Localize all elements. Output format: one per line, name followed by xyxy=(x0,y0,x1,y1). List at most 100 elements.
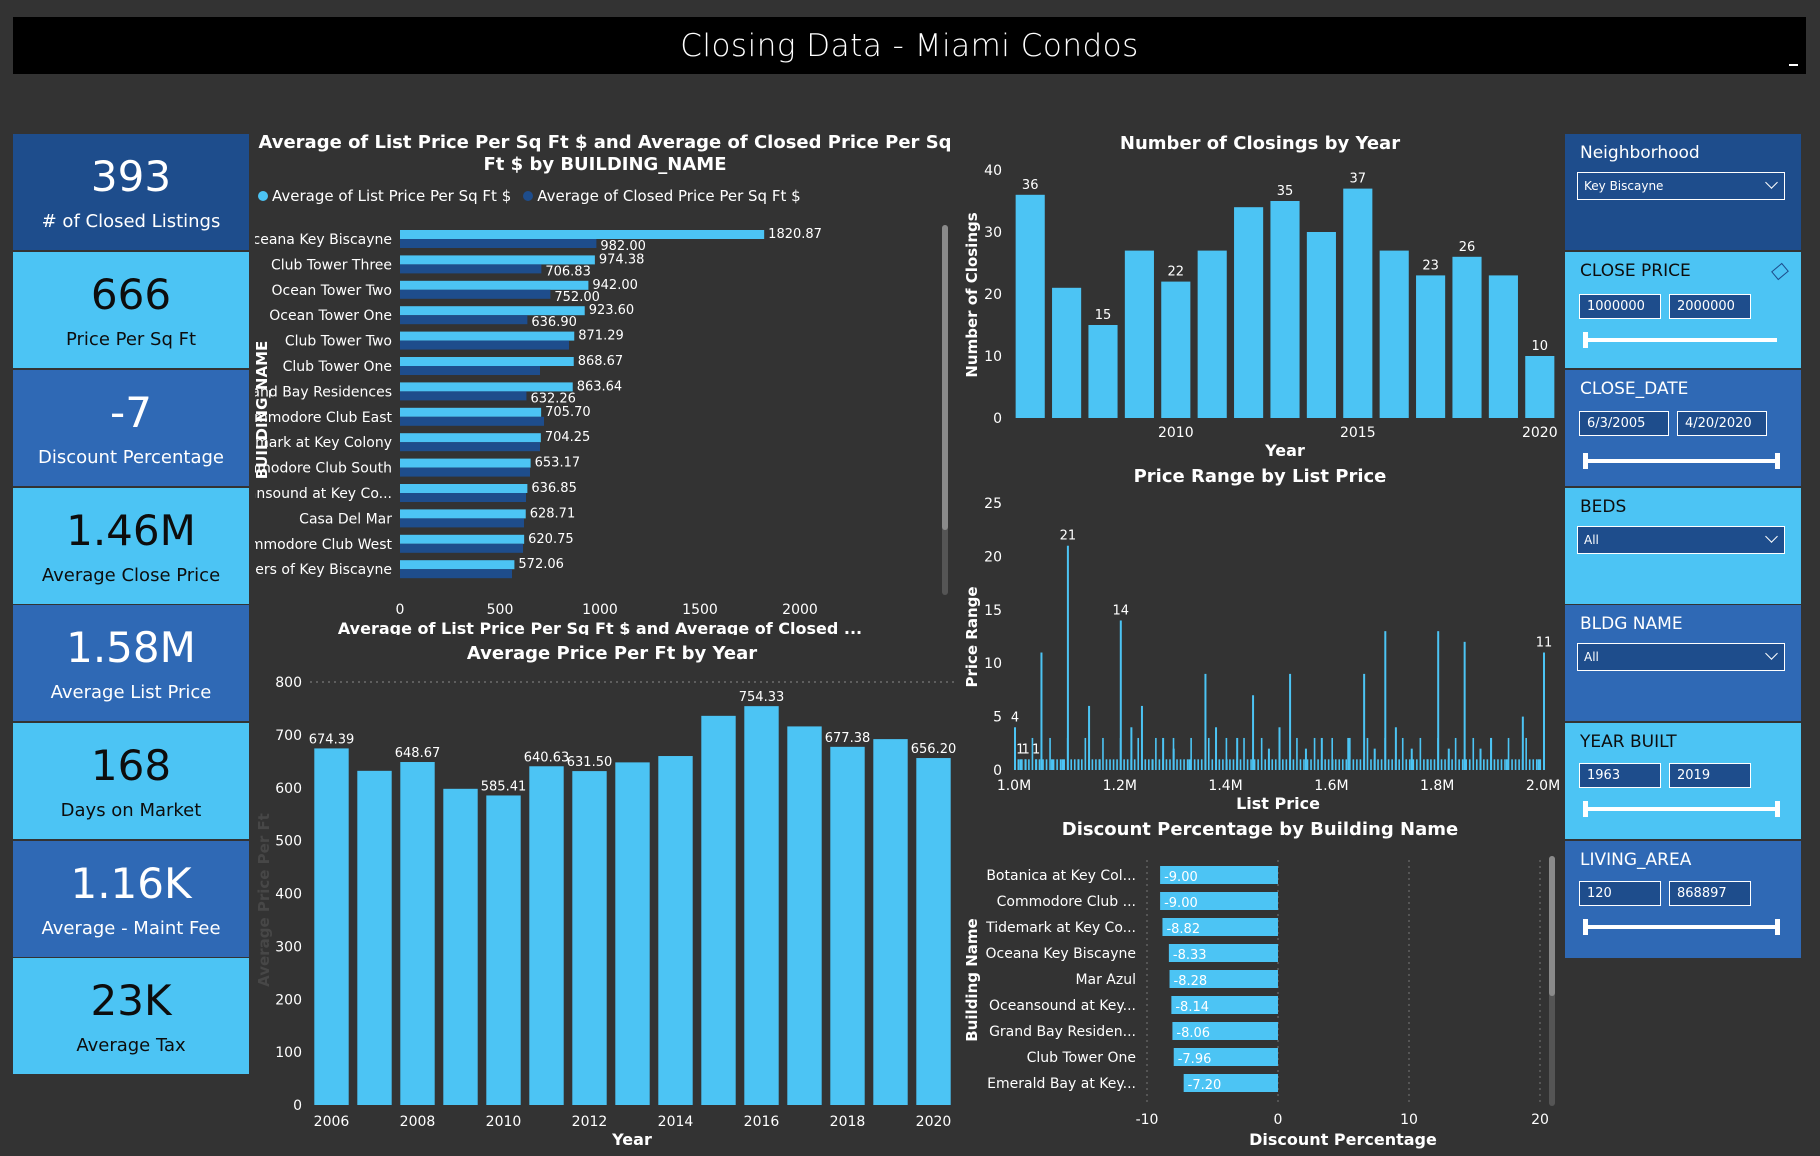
bar xyxy=(1430,759,1432,770)
bar xyxy=(1188,759,1191,770)
bar-list-price xyxy=(400,433,541,443)
neighborhood-dropdown[interactable]: Key Biscayne xyxy=(1577,172,1785,200)
dropdown-value: Key Biscayne xyxy=(1584,179,1664,193)
minimize-icon[interactable] xyxy=(1789,64,1798,66)
chart-price-range[interactable]: Price Range by List Price 0 5 10 15 20 25 Price… xyxy=(960,462,1565,817)
bar xyxy=(1200,759,1203,770)
bar xyxy=(1133,759,1136,770)
close-date-slider-track[interactable] xyxy=(1585,459,1777,463)
bar-list-price xyxy=(400,509,526,519)
year-built-slider-handle-min[interactable] xyxy=(1583,801,1588,817)
bar-list-price xyxy=(400,306,585,316)
bar xyxy=(1234,207,1264,418)
legend-label-closed: Average of Closed Price Per Sq Ft $ xyxy=(537,187,801,205)
bar xyxy=(443,788,478,1105)
bar-list-price xyxy=(400,280,589,290)
chart-closings-by-year[interactable]: Number of Closings by Year 0 10 20 30 40 Numbe… xyxy=(960,130,1565,465)
close-price-slider-track[interactable] xyxy=(1585,338,1777,342)
y-axis-title: Building Name xyxy=(963,918,981,1041)
living-area-slider-handle-min[interactable] xyxy=(1583,919,1588,935)
y-axis-title: Average Price Per Ft xyxy=(255,813,273,987)
bar xyxy=(1440,759,1443,770)
kpi-value: 393 xyxy=(90,151,172,201)
bar xyxy=(1098,759,1101,770)
bar xyxy=(1468,759,1471,770)
bar-closed-price xyxy=(400,493,526,502)
slicer-year-built: YEAR BUILT 1963 2019 xyxy=(1565,723,1801,839)
kpi-discount-percentage: -7 Discount Percentage xyxy=(13,370,249,486)
year-built-slider-handle-max[interactable] xyxy=(1775,801,1780,817)
bar xyxy=(1310,759,1312,770)
kpi-label: # of Closed Listings xyxy=(41,210,221,232)
bar xyxy=(1250,759,1252,770)
living-area-slider-handle-max[interactable] xyxy=(1775,919,1780,935)
bar xyxy=(1056,759,1058,770)
living-area-slider-track[interactable] xyxy=(1585,925,1777,929)
y-tick-label: 40 xyxy=(984,163,1002,179)
bar xyxy=(1324,759,1326,770)
beds-dropdown[interactable]: All xyxy=(1577,526,1785,554)
bar xyxy=(1410,748,1413,770)
bldg-name-dropdown[interactable]: All xyxy=(1577,643,1785,671)
bar xyxy=(1183,1074,1278,1092)
bar-list-price xyxy=(400,534,525,544)
category-label: Casa Del Mar xyxy=(299,511,392,527)
x-tick-label: 2016 xyxy=(744,1114,780,1130)
bar xyxy=(1253,759,1256,770)
data-label: 620.75 xyxy=(528,532,574,547)
close-price-slider-handle-min[interactable] xyxy=(1583,332,1588,348)
bar xyxy=(1341,759,1344,770)
bar xyxy=(787,726,822,1105)
dropdown-value: All xyxy=(1584,533,1599,547)
bar-list-price xyxy=(400,357,574,366)
y-tick-label: 20 xyxy=(984,287,1002,303)
year-built-max-input[interactable]: 2019 xyxy=(1669,763,1751,788)
x-axis-title: Year xyxy=(611,1130,652,1149)
bar xyxy=(1091,759,1094,770)
x-tick-label: 1000 xyxy=(582,602,618,618)
living-area-min-input[interactable]: 120 xyxy=(1579,881,1661,906)
year-built-slider-track[interactable] xyxy=(1585,807,1777,811)
close-date-end-input[interactable]: 4/20/2020 xyxy=(1677,411,1767,436)
bar xyxy=(1252,695,1255,770)
y-axis-title: BUILDING_NAME xyxy=(255,341,271,480)
legend-label-list: Average of List Price Per Sq Ft $ xyxy=(272,187,512,205)
data-label: 21 xyxy=(1060,529,1077,544)
y-tick-label: 600 xyxy=(275,781,302,797)
chart-building[interactable]: BUILDING_NAME Oceana Key Biscayne 1820.87 9… xyxy=(255,225,970,635)
chart-discount-by-building[interactable]: Discount Percentage by Building Name Buil… xyxy=(960,815,1565,1156)
kpi-value: 666 xyxy=(90,269,172,319)
bar xyxy=(1095,759,1097,770)
living-area-max-input[interactable]: 868897 xyxy=(1669,881,1751,906)
close-date-slider-handle-max[interactable] xyxy=(1775,453,1780,469)
close-price-min-input[interactable]: 1000000 xyxy=(1579,294,1661,319)
data-label: -9.00 xyxy=(1164,870,1198,885)
bar xyxy=(830,746,865,1105)
chart-price-per-ft-by-year[interactable]: Average Price Per Ft by Year 0 100 200 300 40… xyxy=(255,640,970,1156)
category-label: Ocean Tower One xyxy=(269,308,392,324)
year-built-min-input[interactable]: 1963 xyxy=(1579,763,1661,788)
x-tick-label: 2012 xyxy=(572,1114,608,1130)
chart-title: Number of Closings by Year xyxy=(1120,133,1400,154)
close-date-slider-handle-min[interactable] xyxy=(1583,453,1588,469)
slicer-close-date: CLOSE_DATE 6/3/2005 4/20/2020 xyxy=(1565,370,1801,486)
bar xyxy=(1105,759,1108,770)
slicer-bldg-name: BLDG NAME All xyxy=(1565,605,1801,721)
eraser-icon[interactable] xyxy=(1771,262,1789,281)
bar xyxy=(1052,287,1082,418)
bar-closed-price xyxy=(400,239,597,248)
data-label: 37 xyxy=(1350,172,1367,187)
bar xyxy=(1313,737,1316,770)
x-tick-label: 2000 xyxy=(782,602,818,618)
close-date-start-input[interactable]: 6/3/2005 xyxy=(1579,411,1669,436)
x-tick-label: 2020 xyxy=(916,1114,952,1130)
data-label: 974.38 xyxy=(599,252,645,267)
bar xyxy=(1444,759,1446,770)
kpi-label: Average List Price xyxy=(50,681,212,703)
bar xyxy=(1045,759,1048,770)
bar xyxy=(1511,759,1513,770)
close-price-max-input[interactable]: 2000000 xyxy=(1669,294,1751,319)
bar xyxy=(1063,759,1065,770)
bar xyxy=(1171,996,1278,1014)
x-tick-label: 2010 xyxy=(486,1114,522,1130)
